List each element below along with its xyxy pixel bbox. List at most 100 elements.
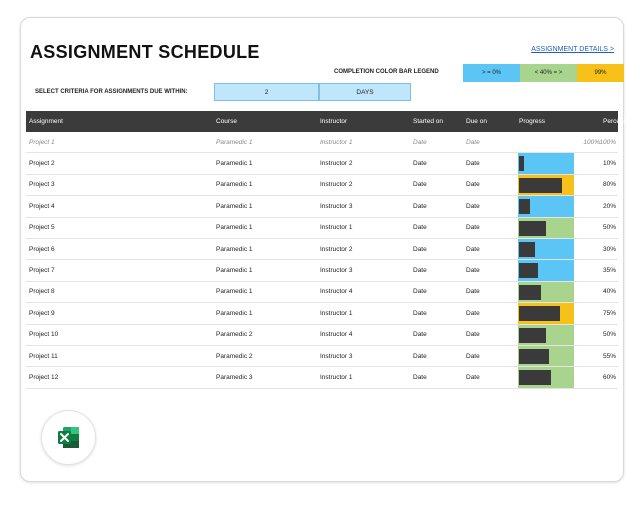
excel-icon <box>58 427 79 448</box>
table-row[interactable]: Project 9 Paramedic 1 Instructor 1 Date Date… <box>26 303 618 325</box>
cell-instructor: Instructor 1 <box>320 138 353 146</box>
header-instructor[interactable]: Instructor <box>320 118 348 125</box>
cell-started: Date <box>413 138 427 146</box>
cell-percent: 40% <box>602 288 616 296</box>
table-row[interactable]: Project 6 Paramedic 1 Instructor 2 Date Date… <box>26 238 618 261</box>
progress-bar <box>518 281 574 303</box>
cell-started: Date <box>413 160 427 168</box>
cell-assignment: Project 11 <box>29 352 58 360</box>
cell-started: Date <box>413 224 427 232</box>
progress-bar-background <box>518 153 574 174</box>
progress-bar-fill <box>519 348 549 364</box>
header-assignment[interactable]: Assignment <box>29 118 63 125</box>
progress-bar-fill <box>519 327 546 343</box>
legend-label: COMPLETION COLOR BAR LEGEND <box>334 69 439 75</box>
cell-assignment: Project 5 <box>29 224 55 232</box>
cell-started: Date <box>413 331 427 339</box>
progress-bar-fill <box>519 177 563 193</box>
progress-bar-fill <box>519 284 541 300</box>
table-row[interactable]: Project 2 Paramedic 1 Instructor 2 Date Date… <box>26 153 618 175</box>
cell-assignment: Project 4 <box>29 202 55 210</box>
cell-instructor: Instructor 4 <box>320 331 353 339</box>
page-title: ASSIGNMENT SCHEDULE <box>30 42 260 62</box>
cell-course: Paramedic 1 <box>216 138 253 146</box>
cell-instructor: Instructor 4 <box>320 288 353 296</box>
assignment-details-link[interactable]: ASSIGNMENT DETAILS > <box>531 46 614 53</box>
cell-course: Paramedic 1 <box>216 202 253 210</box>
cell-due: Date <box>466 309 480 317</box>
table-row[interactable]: Project 4 Paramedic 1 Instructor 3 Date Date… <box>26 196 618 218</box>
cell-course: Paramedic 1 <box>216 160 253 168</box>
cell-course: Paramedic 1 <box>216 245 253 253</box>
cell-started: Date <box>413 309 427 317</box>
cell-due: Date <box>466 224 480 232</box>
cell-percent: 20% <box>602 202 616 210</box>
table-row[interactable]: Project 11 Paramedic 2 Instructor 3 Date Dat… <box>26 345 618 368</box>
progress-bar <box>518 303 574 324</box>
progress-bar <box>518 196 574 217</box>
table-row[interactable]: Project 3 Paramedic 1 Instructor 2 Date Date… <box>26 174 618 197</box>
cell-due: Date <box>466 373 480 381</box>
cell-percent: 75% <box>602 309 616 317</box>
cell-assignment: Project 8 <box>29 288 55 296</box>
progress-bar <box>518 345 574 367</box>
assignment-table: Assignment Course Instructor Started on … <box>26 111 625 389</box>
schedule-card: ASSIGNMENT SCHEDULE ASSIGNMENT DETAILS >… <box>20 17 625 482</box>
cell-started: Date <box>413 267 427 275</box>
cell-course: Paramedic 1 <box>216 267 253 275</box>
cell-assignment: Project 9 <box>29 309 55 317</box>
cell-percent: 80% <box>602 181 616 189</box>
progress-bar-fill <box>519 306 560 322</box>
cell-assignment: Project 6 <box>29 245 55 253</box>
cell-course: Paramedic 1 <box>216 288 253 296</box>
cell-instructor: Instructor 1 <box>320 309 353 317</box>
cell-due: Date <box>466 245 480 253</box>
cell-course: Paramedic 2 <box>216 352 253 360</box>
progress-bar <box>518 217 574 238</box>
progress-bar-fill <box>519 241 536 257</box>
cell-course: Paramedic 1 <box>216 309 253 317</box>
cell-instructor: Instructor 3 <box>320 352 353 360</box>
header-course[interactable]: Course <box>216 118 237 125</box>
cell-started: Date <box>413 181 427 189</box>
header-due[interactable]: Due on <box>466 118 487 125</box>
header-progress[interactable]: Progress <box>519 118 546 125</box>
table-header: Assignment Course Instructor Started on … <box>26 111 625 132</box>
progress-bar-fill <box>519 199 530 215</box>
cell-due: Date <box>466 267 480 275</box>
header-started[interactable]: Started on <box>413 118 443 125</box>
criteria-days-input[interactable]: 2 <box>214 83 319 101</box>
cell-course: Paramedic 2 <box>216 331 253 339</box>
cell-due: Date <box>466 160 480 168</box>
legend-item-mid: < 40% = > <box>520 64 577 82</box>
cell-due: Date <box>466 331 480 339</box>
cell-instructor: Instructor 3 <box>320 202 353 210</box>
table-row[interactable]: Project 12 Paramedic 3 Instructor 1 Date Dat… <box>26 367 618 389</box>
cell-percent: 35% <box>602 267 616 275</box>
criteria-unit: DAYS <box>319 83 411 101</box>
excel-badge[interactable] <box>41 410 96 465</box>
cell-due: Date <box>466 138 480 146</box>
legend-item-low: > = 0% <box>463 64 520 82</box>
table-row[interactable]: Project 5 Paramedic 1 Instructor 1 Date Date… <box>26 217 618 239</box>
header-percent[interactable]: Percent <box>603 118 626 125</box>
sample-row[interactable]: Project 1 Paramedic 1 Instructor 1 Date … <box>26 132 618 154</box>
cell-percent: 60% <box>602 373 616 381</box>
cell-percent: 10% <box>602 160 616 168</box>
cell-due: Date <box>466 202 480 210</box>
progress-bar-fill <box>519 370 552 386</box>
table-row[interactable]: Project 8 Paramedic 1 Instructor 4 Date Date… <box>26 281 618 304</box>
table-row[interactable]: Project 10 Paramedic 2 Instructor 4 Date Dat… <box>26 324 618 346</box>
progress-bar-fill <box>519 263 538 279</box>
progress-bar <box>518 324 574 345</box>
table-row[interactable]: Project 7 Paramedic 1 Instructor 3 Date Date… <box>26 260 618 282</box>
cell-instructor: Instructor 1 <box>320 373 353 381</box>
cell-due: Date <box>466 288 480 296</box>
cell-instructor: Instructor 3 <box>320 267 353 275</box>
cell-percent: 30% <box>602 245 616 253</box>
progress-bar-background <box>518 196 574 217</box>
cell-assignment: Project 2 <box>29 160 55 168</box>
cell-started: Date <box>413 288 427 296</box>
cell-course: Paramedic 1 <box>216 224 253 232</box>
cell-assignment: Project 3 <box>29 181 55 189</box>
